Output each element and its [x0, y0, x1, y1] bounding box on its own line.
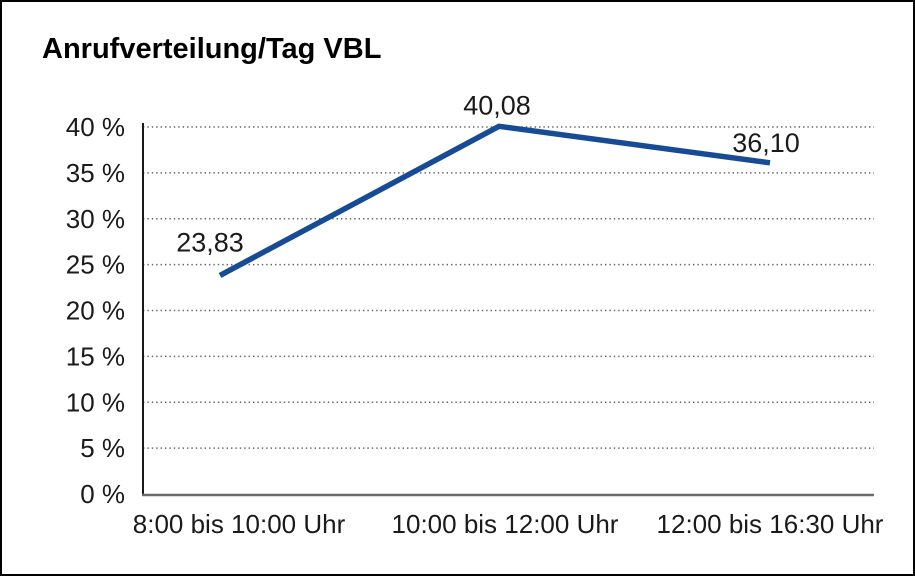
chart-title: Anrufverteilung/Tag VBL [42, 33, 382, 65]
series-line [218, 123, 771, 278]
y-tick-label: 5 % [80, 433, 125, 463]
x-category-label: 8:00 bis 10:00 Uhr [133, 509, 346, 539]
y-tick-label: 0 % [80, 479, 125, 509]
data-point-label: 36,10 [732, 128, 800, 158]
y-tick-label: 25 % [66, 250, 125, 280]
y-tick-label: 35 % [66, 158, 125, 188]
y-tick-label: 30 % [66, 204, 125, 234]
data-point-label: 23,83 [176, 227, 244, 257]
x-category-label: 12:00 bis 16:30 Uhr [657, 509, 884, 539]
y-tick-label: 40 % [66, 112, 125, 142]
y-tick-label: 15 % [66, 341, 125, 371]
data-point-label: 40,08 [463, 90, 531, 120]
x-category-label: 10:00 bis 12:00 Uhr [392, 509, 619, 539]
y-tick-label: 10 % [66, 387, 125, 417]
y-tick-label: 20 % [66, 296, 125, 326]
